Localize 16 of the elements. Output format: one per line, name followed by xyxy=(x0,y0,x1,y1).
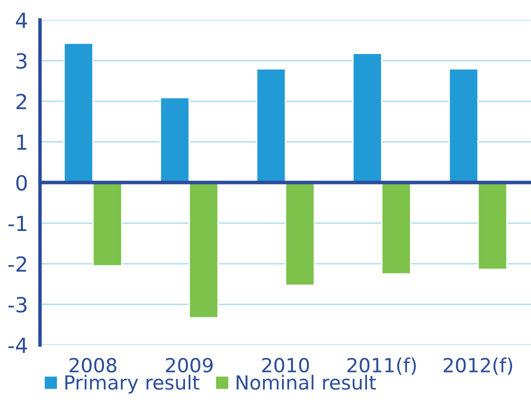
y-tick-label: -4 xyxy=(8,338,28,353)
x-tick-label: 2012(f) xyxy=(444,358,512,375)
x-tick-label: 2008 xyxy=(70,358,116,373)
y-tick-label: 0 xyxy=(16,174,27,191)
y-tick-label: -3 xyxy=(8,296,27,313)
x-tick-label: 2010 xyxy=(262,358,309,373)
y-tick-label: 4 xyxy=(16,12,28,28)
x-tick-label: 2011(f) xyxy=(347,358,416,375)
y-tick-label: -2 xyxy=(8,256,26,272)
x-tick-label: 2009 xyxy=(166,358,213,373)
legend-label: Primary result xyxy=(65,374,200,394)
legend-label: Nominal result xyxy=(236,374,376,390)
y-tick-label: 1 xyxy=(17,134,26,150)
y-tick-label: -1 xyxy=(8,216,26,232)
y-tick-label: 3 xyxy=(16,53,27,69)
y-tick-label: 2 xyxy=(16,94,26,110)
